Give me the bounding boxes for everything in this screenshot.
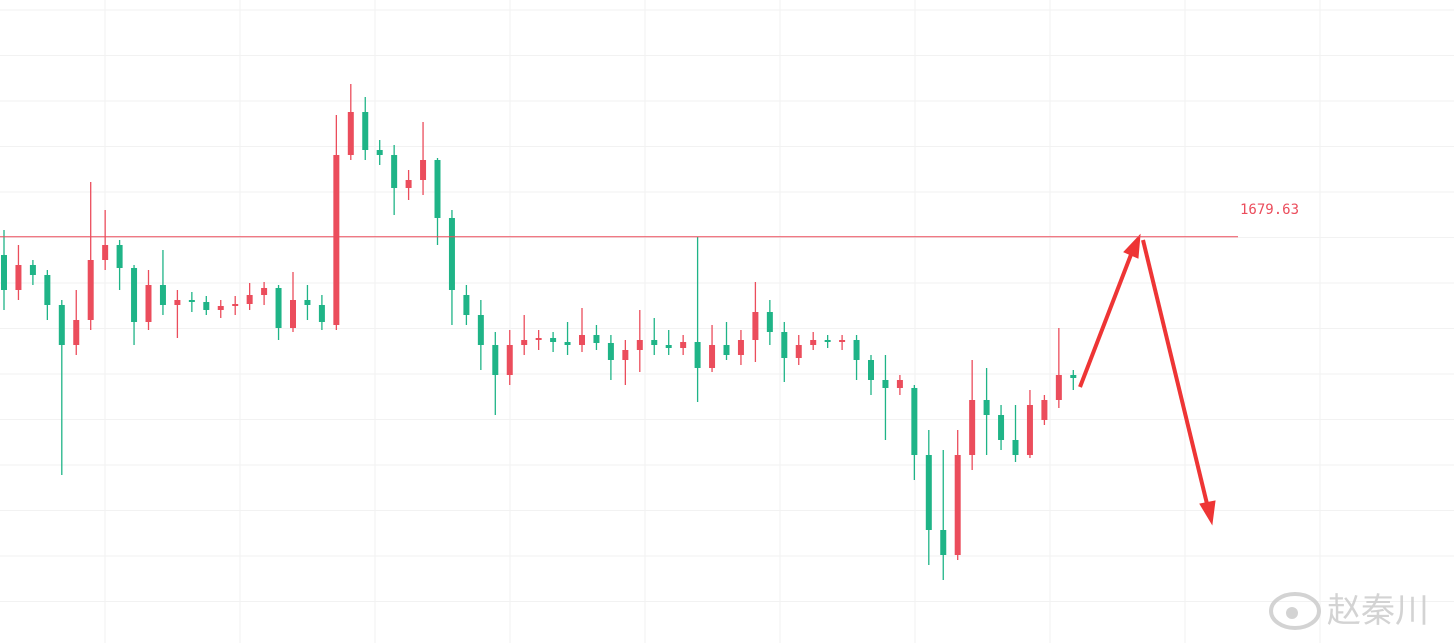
watermark-text: 赵秦川: [1327, 591, 1429, 631]
candle-body: [304, 300, 311, 305]
candle-body: [217, 306, 224, 310]
candle-body: [246, 295, 253, 304]
candle-body: [376, 150, 383, 155]
candle-body: [680, 342, 687, 348]
candle-body: [911, 388, 918, 455]
candle-body: [159, 285, 166, 305]
candle-body: [622, 350, 629, 360]
candle-body: [925, 455, 932, 530]
candle-body: [15, 265, 22, 290]
candle-body: [535, 338, 542, 340]
candle-body: [752, 312, 759, 340]
candle-body: [232, 304, 239, 306]
candle-body: [564, 342, 571, 345]
watermark-icon: [1269, 592, 1321, 630]
candle-body: [261, 288, 268, 295]
candle-body: [824, 340, 831, 342]
candle-body: [694, 342, 701, 368]
candle-body: [463, 295, 470, 315]
candle-body: [868, 360, 874, 380]
candle-body: [954, 455, 961, 555]
candle-body: [506, 345, 513, 375]
candle-body: [102, 245, 109, 260]
arrow-head: [1199, 500, 1216, 526]
candle-body: [362, 112, 369, 150]
candle-body: [1, 255, 7, 290]
price-line-label: 1679.63: [1240, 202, 1299, 218]
candle-body: [58, 305, 65, 345]
candle-body: [477, 315, 484, 345]
candle-body: [44, 275, 51, 305]
candle-body: [333, 155, 340, 325]
candles: [1, 84, 1077, 580]
candle-body: [275, 288, 282, 328]
candle-body: [882, 380, 889, 388]
candle-body: [174, 300, 181, 305]
candle-body: [434, 160, 441, 218]
candle-body: [795, 345, 802, 358]
candle-body: [131, 268, 138, 322]
candle-body: [347, 112, 354, 155]
candle-body: [983, 400, 990, 415]
candle-body: [521, 340, 528, 345]
candle-body: [73, 320, 80, 345]
candle-body: [391, 155, 398, 188]
candle-body: [87, 260, 94, 320]
candle-body: [188, 300, 195, 302]
candle-body: [1070, 375, 1077, 378]
arrow-down: [1141, 239, 1210, 509]
candle-body: [781, 332, 788, 358]
candle-body: [709, 345, 716, 368]
annotation-arrows: [1078, 233, 1216, 526]
candle-body: [116, 245, 123, 268]
watermark-icon: [1286, 607, 1298, 619]
candle-body: [853, 340, 860, 360]
candle-body: [998, 415, 1005, 440]
candle-body: [969, 400, 976, 455]
candle-body: [810, 340, 817, 345]
candle-body: [203, 302, 210, 310]
candle-body: [420, 160, 427, 180]
candle-body: [1012, 440, 1019, 455]
candle-body: [636, 340, 643, 350]
candle-body: [723, 345, 730, 355]
candle-body: [896, 380, 903, 388]
candle-body: [290, 300, 296, 328]
watermark: 赵秦川: [1269, 591, 1429, 631]
candle-body: [651, 340, 658, 345]
candle-body: [29, 265, 36, 275]
arrow-head: [1123, 233, 1141, 259]
candle-body: [448, 218, 455, 290]
candle-body: [940, 530, 947, 555]
candle-body: [665, 345, 672, 348]
candle-body: [737, 340, 744, 355]
candle-body: [593, 335, 600, 343]
candle-body: [145, 285, 152, 322]
candle-body: [839, 340, 846, 342]
candle-body: [1055, 375, 1062, 400]
candle-body: [607, 343, 614, 360]
candle-body: [550, 338, 557, 342]
candle-body: [1026, 405, 1033, 455]
candle-body: [579, 335, 585, 345]
arrow-up: [1078, 251, 1134, 388]
candle-body: [766, 312, 773, 332]
candle-body: [318, 305, 325, 322]
candle-body: [405, 180, 412, 188]
candle-body: [492, 345, 499, 375]
candle-body: [1041, 400, 1048, 420]
